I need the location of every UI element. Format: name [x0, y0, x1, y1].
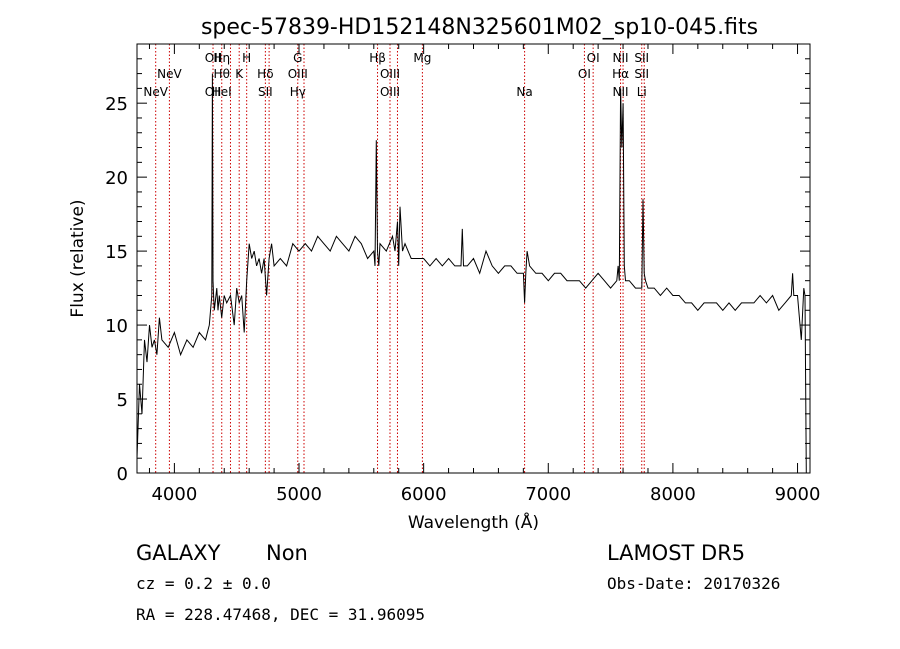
- line-label: OI: [587, 51, 600, 65]
- line-label: Li: [637, 85, 647, 99]
- line-label: Na: [516, 85, 532, 99]
- y-tick-label: 10: [105, 316, 128, 337]
- line-label: NeV: [143, 85, 168, 99]
- line-label: OI: [578, 67, 591, 81]
- observation-date: Obs-Date: 20170326: [607, 574, 781, 593]
- line-label: NeV: [157, 67, 182, 81]
- x-tick-label: 6000: [401, 484, 447, 505]
- line-label: HeI: [212, 85, 232, 99]
- line-label: Hθ: [214, 67, 230, 81]
- chart-title: spec-57839-HD152148N325601M02_sp10-045.f…: [201, 15, 758, 40]
- line-label: OIII: [380, 67, 400, 81]
- y-tick-label: 20: [105, 168, 128, 189]
- survey-name: LAMOST DR5: [607, 541, 746, 565]
- line-markers: [155, 44, 645, 473]
- line-label: OIII: [288, 67, 308, 81]
- coordinates: RA = 228.47468, DEC = 31.96095: [136, 605, 425, 624]
- y-axis-label: Flux (relative): [68, 199, 88, 317]
- line-label: Hδ: [257, 67, 273, 81]
- axis-ticks: 4000 5000 6000 7000 8000 9000 0 5 10 15 20 25: [105, 44, 820, 505]
- x-tick-label: 8000: [650, 484, 696, 505]
- line-label: NII: [613, 51, 629, 65]
- line-labels: NeVNeVOIIOIIHηHθHeIKHHδSIIGOIIIHγHβOIIIO…: [143, 51, 649, 99]
- line-label: OII: [205, 51, 222, 65]
- x-tick-label: 7000: [525, 484, 571, 505]
- line-label: OIII: [380, 85, 400, 99]
- spectrum-series-line: [136, 73, 807, 474]
- line-label: NII: [613, 85, 629, 99]
- y-tick-label: 15: [105, 242, 128, 263]
- line-label: G: [293, 51, 302, 65]
- y-tick-label: 5: [117, 390, 128, 411]
- x-tick-label: 5000: [276, 484, 322, 505]
- object-subclass: Non: [266, 541, 308, 565]
- y-tick-label: 0: [117, 464, 128, 485]
- x-axis-label: Wavelength (Å): [408, 511, 539, 533]
- line-label: SII: [634, 67, 649, 81]
- line-label: Mg: [413, 51, 431, 65]
- redshift-cz: cz = 0.2 ± 0.0: [136, 574, 271, 593]
- object-class: GALAXY: [136, 541, 221, 565]
- line-label: Hη: [213, 51, 230, 65]
- y-tick-label: 25: [105, 94, 128, 115]
- line-label: K: [235, 67, 244, 81]
- line-label: SII: [634, 51, 649, 65]
- line-label: OII: [205, 85, 222, 99]
- line-label: Hβ: [369, 51, 386, 65]
- x-tick-label: 4000: [151, 484, 197, 505]
- line-label: H: [242, 51, 251, 65]
- line-label: SII: [258, 85, 273, 99]
- line-label: Hα: [612, 67, 629, 81]
- x-tick-label: 9000: [775, 484, 821, 505]
- line-label: Hγ: [290, 85, 306, 99]
